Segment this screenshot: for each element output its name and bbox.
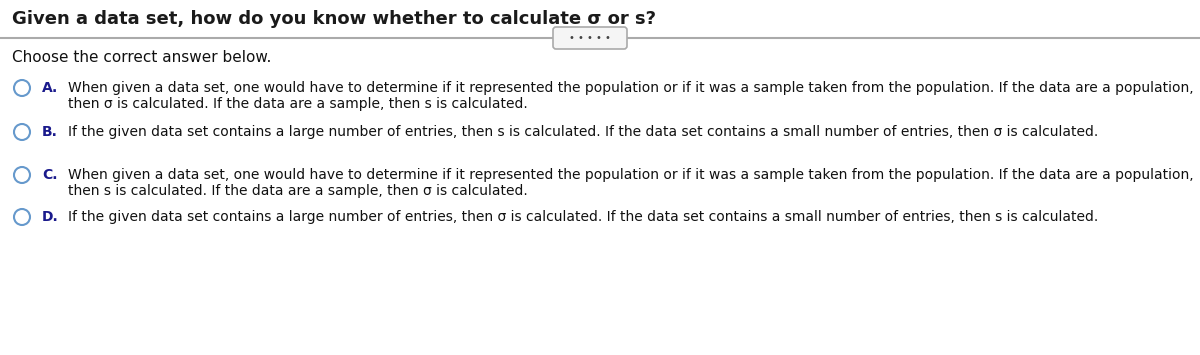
Text: When given a data set, one would have to determine if it represented the populat: When given a data set, one would have to… — [68, 168, 1194, 182]
Circle shape — [14, 167, 30, 183]
Text: then σ is calculated. If the data are a sample, then s is calculated.: then σ is calculated. If the data are a … — [68, 97, 528, 111]
Text: B.: B. — [42, 125, 58, 139]
Text: then s is calculated. If the data are a sample, then σ is calculated.: then s is calculated. If the data are a … — [68, 184, 528, 198]
Text: D.: D. — [42, 210, 59, 224]
Circle shape — [14, 124, 30, 140]
Text: When given a data set, one would have to determine if it represented the populat: When given a data set, one would have to… — [68, 81, 1194, 95]
Text: • • • • •: • • • • • — [569, 33, 611, 43]
Text: Given a data set, how do you know whether to calculate σ or s?: Given a data set, how do you know whethe… — [12, 10, 656, 28]
Circle shape — [14, 80, 30, 96]
Text: If the given data set contains a large number of entries, then s is calculated. : If the given data set contains a large n… — [68, 125, 1098, 139]
FancyBboxPatch shape — [553, 27, 628, 49]
Text: A.: A. — [42, 81, 59, 95]
Text: If the given data set contains a large number of entries, then σ is calculated. : If the given data set contains a large n… — [68, 210, 1098, 224]
Text: C.: C. — [42, 168, 58, 182]
Circle shape — [14, 209, 30, 225]
Text: Choose the correct answer below.: Choose the correct answer below. — [12, 50, 271, 65]
